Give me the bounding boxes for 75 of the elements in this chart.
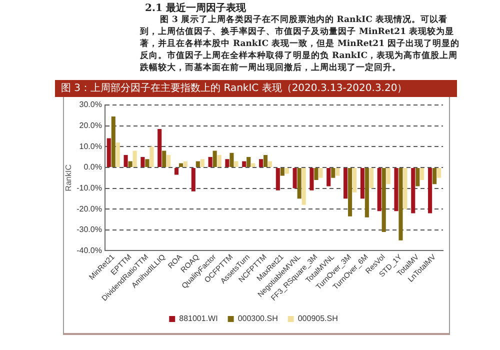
y-tick-label: 30.0% [79,100,102,110]
bar [331,168,336,178]
bar [145,159,150,167]
bar [246,157,251,167]
bar [432,168,437,184]
bar [263,154,268,167]
bar [302,168,306,205]
bar [258,159,264,167]
bar [268,161,272,167]
bar [364,168,369,218]
bar [217,154,222,167]
y-tick-label: -10.0% [76,183,102,192]
bar [128,161,132,167]
bar [336,168,340,176]
bar [437,168,442,178]
bar [398,168,403,240]
bar [191,168,196,192]
bar [310,168,314,190]
bar [420,168,424,180]
bar [150,146,154,167]
bar [314,168,318,180]
bar [183,161,188,167]
y-tick-label: -30.0% [76,225,102,234]
bar [162,150,166,167]
bar [318,168,323,178]
bar [124,154,128,167]
bar [326,168,331,186]
bar [251,163,256,167]
bar [403,168,408,210]
legend-label: 000905.SH [298,314,338,324]
bar [178,163,184,167]
bar [234,161,238,167]
bar [111,116,116,167]
bar [360,168,364,199]
bar [416,168,420,186]
bar [212,150,217,167]
bar [352,168,357,192]
bar [394,168,398,212]
bar [158,128,162,167]
bar [344,168,348,199]
bar [348,168,352,216]
bar [200,159,204,167]
y-axis-title: RankIC [64,164,74,192]
bar [174,168,179,175]
bar [411,168,416,214]
bar [230,152,234,167]
bar [284,168,289,174]
bar [208,157,212,167]
caption: 图 3 展示了上周各类因子在不同股票池内的 RankIC 表现情况。可以看到，上周估值因子、换手率因子、市值因子及动量因子 MinRet21 表现较为显著，并且在各样本股中 RankIC 表现一致，但是 MinRet21 因子出现了明显的反向。市值因子上周在全样本种取得了明显的负 RankIC，表现为高市值股上周跌幅较大，而基本面在前一周出现回撤后，上周出现了一定回升。 [140,14,460,74]
bar [377,168,382,212]
bar [276,168,280,190]
legend-label: 000300.SH [238,314,278,324]
bar [280,168,284,176]
bar [196,161,200,167]
bar [292,168,297,188]
y-tick-label: 20.0% [79,121,102,130]
chart-title: 图 3：上周部分因子在主要指数上的 RankIC 表现（2020.3.13-2020.3.20） [55,80,457,97]
y-tick-label: 0.0% [84,162,102,172]
bar [428,168,432,214]
bar [382,168,386,232]
bar [225,159,230,167]
bar [106,138,111,167]
bar [132,150,137,167]
bar [116,142,120,167]
bar [166,154,171,167]
y-tick-label: 10.0% [79,142,102,151]
bar [369,168,374,188]
bar [242,161,246,167]
bar [386,168,390,184]
text: 2.1 最近一周因子表现 [145,2,246,14]
bar [297,168,302,199]
y-tick-label: -40.0% [76,246,102,255]
legend-label: 881001.WI [179,314,218,324]
bar [140,157,145,167]
y-tick-label: -20.0% [76,204,102,214]
